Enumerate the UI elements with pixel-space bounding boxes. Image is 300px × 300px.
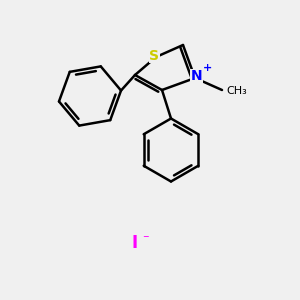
Text: I: I (132, 234, 138, 252)
Text: N: N (191, 70, 202, 83)
Text: +: + (203, 63, 212, 74)
Text: S: S (149, 49, 160, 62)
Text: CH₃: CH₃ (226, 86, 247, 97)
Text: ⁻: ⁻ (142, 233, 149, 246)
